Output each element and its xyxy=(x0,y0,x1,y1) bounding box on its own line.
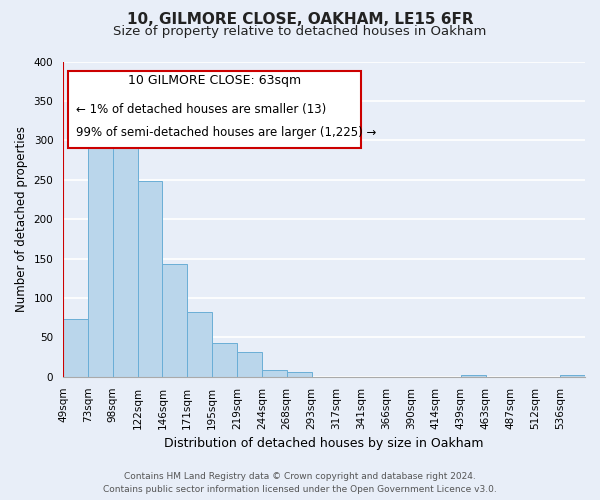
Text: 99% of semi-detached houses are larger (1,225) →: 99% of semi-detached houses are larger (… xyxy=(76,126,376,139)
Text: 10 GILMORE CLOSE: 63sqm: 10 GILMORE CLOSE: 63sqm xyxy=(128,74,301,87)
Bar xyxy=(287,372,311,377)
Bar xyxy=(113,136,137,377)
Bar xyxy=(63,320,88,377)
Bar xyxy=(137,182,163,377)
Bar xyxy=(187,312,212,377)
Text: Contains public sector information licensed under the Open Government Licence v3: Contains public sector information licen… xyxy=(103,485,497,494)
Bar xyxy=(560,375,585,377)
Text: Contains HM Land Registry data © Crown copyright and database right 2024.: Contains HM Land Registry data © Crown c… xyxy=(124,472,476,481)
X-axis label: Distribution of detached houses by size in Oakham: Distribution of detached houses by size … xyxy=(164,437,484,450)
Bar xyxy=(163,264,187,377)
Text: Size of property relative to detached houses in Oakham: Size of property relative to detached ho… xyxy=(113,25,487,38)
Bar xyxy=(212,343,237,377)
Text: ← 1% of detached houses are smaller (13): ← 1% of detached houses are smaller (13) xyxy=(76,103,326,116)
Bar xyxy=(88,140,113,377)
Y-axis label: Number of detached properties: Number of detached properties xyxy=(15,126,28,312)
Bar xyxy=(237,352,262,377)
FancyBboxPatch shape xyxy=(68,71,361,148)
Text: 10, GILMORE CLOSE, OAKHAM, LE15 6FR: 10, GILMORE CLOSE, OAKHAM, LE15 6FR xyxy=(127,12,473,28)
Bar xyxy=(461,375,485,377)
Bar xyxy=(262,370,287,377)
